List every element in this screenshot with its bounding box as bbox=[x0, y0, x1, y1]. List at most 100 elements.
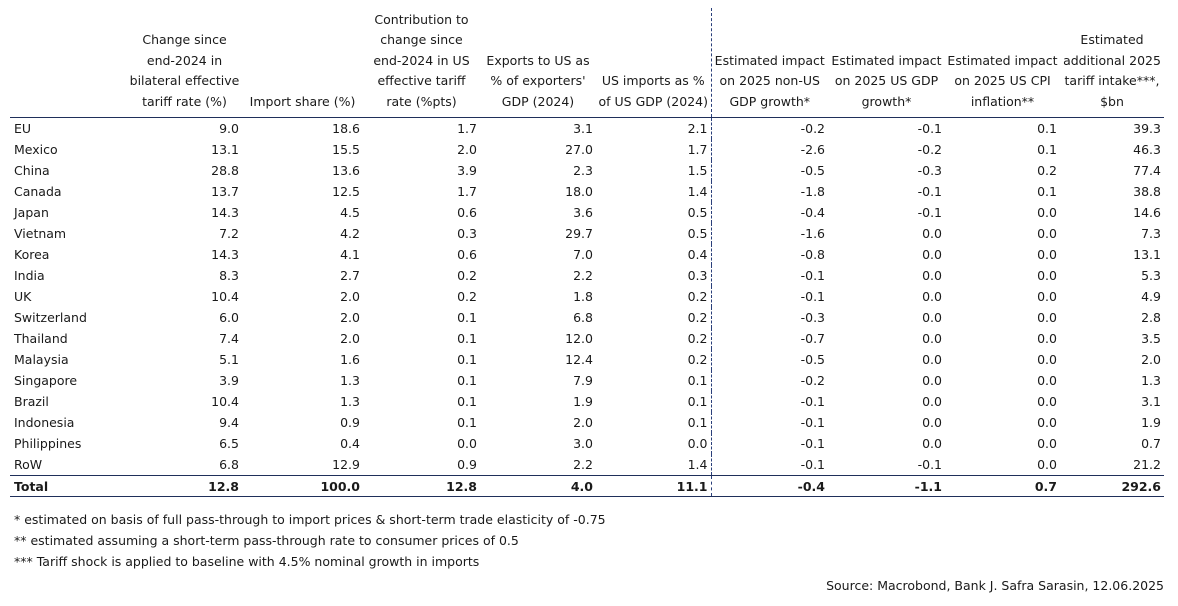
table-cell: 2.8 bbox=[1141, 310, 1161, 325]
table-cell: 12.8 bbox=[363, 475, 480, 497]
table-cell: 0.0 bbox=[1037, 373, 1057, 388]
table-cell: 0.1 bbox=[1037, 142, 1057, 157]
table-cell: 0.5 bbox=[596, 223, 712, 244]
table-cell: 4.0 bbox=[480, 475, 596, 497]
table-cell: 3.1 bbox=[573, 121, 593, 136]
table-cell: 1.5 bbox=[596, 160, 712, 181]
table-cell: 2.2 bbox=[573, 457, 593, 472]
table-cell: -0.5 bbox=[800, 352, 825, 367]
table-cell: 0.3 bbox=[457, 226, 477, 241]
table-cell: 0.3 bbox=[596, 265, 712, 286]
table-cell: 2.0 bbox=[340, 331, 360, 346]
table-cell: -0.1 bbox=[800, 394, 825, 409]
table-cell: 0.0 bbox=[1037, 205, 1057, 220]
table-cell: 0.0 bbox=[1037, 289, 1057, 304]
table-cell: 11.1 bbox=[596, 475, 712, 497]
table-row: Thailand 7.4 2.0 0.1 12.0 0.2 -0.7 0.0 0.0 3.5 bbox=[10, 328, 1164, 349]
table-cell: 3.9 bbox=[457, 163, 477, 178]
table-cell: 0.0 bbox=[596, 433, 712, 454]
table-cell: -1.1 bbox=[828, 475, 945, 497]
row-label: UK bbox=[14, 289, 32, 304]
table-cell: -1.8 bbox=[800, 184, 825, 199]
header-row: Change since end-2024 in bilateral effec… bbox=[10, 8, 1164, 118]
table-cell: 0.2 bbox=[596, 349, 712, 370]
table-row: Malaysia 5.1 1.6 0.1 12.4 0.2 -0.5 0.0 0.0 2.0 bbox=[10, 349, 1164, 370]
table-cell: 38.8 bbox=[1133, 184, 1161, 199]
table-cell: -0.1 bbox=[800, 268, 825, 283]
table-cell: 5.3 bbox=[1141, 268, 1161, 283]
table-cell: 0.7 bbox=[1141, 436, 1161, 451]
row-label: Brazil bbox=[14, 394, 49, 409]
source-line: Source: Macrobond, Bank J. Safra Sarasin… bbox=[826, 578, 1164, 593]
table-cell: 13.6 bbox=[332, 163, 360, 178]
table-cell: 2.2 bbox=[573, 268, 593, 283]
table-cell: -0.2 bbox=[800, 121, 825, 136]
table-cell: 10.4 bbox=[211, 289, 239, 304]
table-cell: 1.7 bbox=[596, 139, 712, 160]
table-cell: 0.2 bbox=[457, 268, 477, 283]
table-row: Canada 13.7 12.5 1.7 18.0 1.4 -1.8 -0.1 0.1 38.8 bbox=[10, 181, 1164, 202]
table-cell: 28.8 bbox=[211, 163, 239, 178]
table-row: Indonesia 9.4 0.9 0.1 2.0 0.1 -0.1 0.0 0.0 1.9 bbox=[10, 412, 1164, 433]
table-cell: 3.6 bbox=[573, 205, 593, 220]
row-label: Vietnam bbox=[14, 226, 67, 241]
table-cell: 12.9 bbox=[332, 457, 360, 472]
table-cell: 0.0 bbox=[1037, 226, 1057, 241]
row-label: Japan bbox=[14, 205, 49, 220]
table-cell: 0.1 bbox=[457, 373, 477, 388]
table-cell: 0.1 bbox=[1037, 121, 1057, 136]
row-label: Total bbox=[10, 475, 127, 497]
table-cell: -0.7 bbox=[800, 331, 825, 346]
table-cell: 1.7 bbox=[457, 121, 477, 136]
table-row: EU 9.0 18.6 1.7 3.1 2.1 -0.2 -0.1 0.1 39.3 bbox=[10, 117, 1164, 139]
table-cell: 2.0 bbox=[340, 310, 360, 325]
table-cell: 13.7 bbox=[211, 184, 239, 199]
table-cell: 0.6 bbox=[457, 205, 477, 220]
table-cell: 9.4 bbox=[219, 415, 239, 430]
table-row: Mexico 13.1 15.5 2.0 27.0 1.7 -2.6 -0.2 0.1 46.3 bbox=[10, 139, 1164, 160]
row-label: Philippines bbox=[14, 436, 82, 451]
table-cell: 100.0 bbox=[242, 475, 363, 497]
table-cell: 0.1 bbox=[1037, 184, 1057, 199]
table-cell: -0.1 bbox=[917, 184, 942, 199]
row-label: India bbox=[14, 268, 45, 283]
table-cell: 0.0 bbox=[922, 352, 942, 367]
table-cell: 0.2 bbox=[596, 307, 712, 328]
table-cell: 0.0 bbox=[1037, 352, 1057, 367]
table-cell: 3.5 bbox=[1141, 331, 1161, 346]
table-cell: 21.2 bbox=[1133, 457, 1161, 472]
total-row: Total 12.8 100.0 12.8 4.0 11.1 -0.4 -1.1 0.7 292.… bbox=[10, 475, 1164, 497]
table-cell: -0.1 bbox=[800, 436, 825, 451]
table-cell: 0.0 bbox=[922, 415, 942, 430]
footnote-3: *** Tariff shock is applied to baseline … bbox=[14, 554, 480, 569]
table-cell: 1.9 bbox=[1141, 415, 1161, 430]
row-label: Switzerland bbox=[14, 310, 87, 325]
table-cell: 1.4 bbox=[596, 181, 712, 202]
table-cell: -0.8 bbox=[800, 247, 825, 262]
table-cell: 0.0 bbox=[1037, 394, 1057, 409]
table-cell: 0.4 bbox=[596, 244, 712, 265]
table-cell: 1.4 bbox=[596, 454, 712, 476]
table-cell: 0.0 bbox=[1037, 331, 1057, 346]
table-cell: 4.1 bbox=[340, 247, 360, 262]
table-cell: 0.0 bbox=[1037, 268, 1057, 283]
column-header-8: Estimated impact on 2025 US CPI inflatio… bbox=[945, 8, 1060, 118]
table-cell: 27.0 bbox=[565, 142, 593, 157]
table-cell: 12.8 bbox=[127, 475, 242, 497]
column-header-2: Import share (%) bbox=[242, 8, 363, 118]
footnote-2: ** estimated assuming a short-term pass-… bbox=[14, 533, 519, 548]
table-cell: 7.4 bbox=[219, 331, 239, 346]
table-cell: 2.3 bbox=[573, 163, 593, 178]
table-row: China 28.8 13.6 3.9 2.3 1.5 -0.5 -0.3 0.2 77.4 bbox=[10, 160, 1164, 181]
table-row: UK 10.4 2.0 0.2 1.8 0.2 -0.1 0.0 0.0 4.9 bbox=[10, 286, 1164, 307]
table-cell: 13.1 bbox=[1133, 247, 1161, 262]
table-cell: 6.0 bbox=[219, 310, 239, 325]
table-cell: -0.1 bbox=[917, 457, 942, 472]
table-cell: 7.3 bbox=[1141, 226, 1161, 241]
table-cell: 15.5 bbox=[332, 142, 360, 157]
table-cell: -0.1 bbox=[800, 457, 825, 472]
table-cell: 1.3 bbox=[340, 394, 360, 409]
table-cell: 3.1 bbox=[1141, 394, 1161, 409]
table-cell: -0.4 bbox=[800, 205, 825, 220]
